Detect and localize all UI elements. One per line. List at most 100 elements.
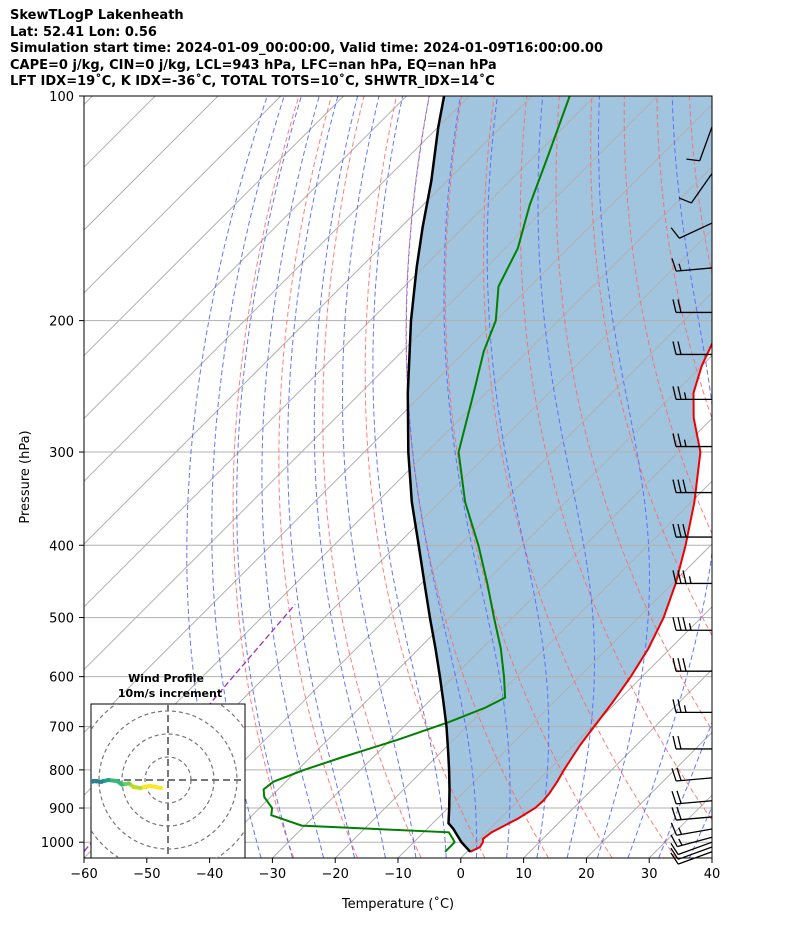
parcel-profile-line xyxy=(406,96,472,853)
wind-barb xyxy=(670,846,713,860)
hodograph-segment xyxy=(62,781,67,784)
isotherm-gridline xyxy=(84,96,470,482)
wind-barb xyxy=(670,834,713,848)
y-tick-label: 500 xyxy=(49,612,74,627)
moist-adiabat xyxy=(341,96,417,858)
wind-barb xyxy=(672,570,712,585)
dry-adiabat xyxy=(689,96,712,276)
hodograph-segment xyxy=(67,782,74,784)
wind-barb xyxy=(672,433,712,448)
isotherm-gridline xyxy=(84,96,658,671)
dry-adiabat xyxy=(232,96,300,858)
dry-adiabat xyxy=(555,96,712,732)
moist-adiabat xyxy=(537,96,595,858)
isotherm-gridline xyxy=(84,96,344,357)
dry-adiabat xyxy=(787,96,794,858)
y-tick-label: 700 xyxy=(49,721,74,736)
wind-barb xyxy=(672,617,712,631)
isotherm-gridline xyxy=(397,543,712,858)
hodograph-segment xyxy=(74,782,81,784)
isotherm-gridline xyxy=(460,606,712,858)
wind-barb xyxy=(670,841,713,856)
wind-barb xyxy=(671,767,713,782)
isotherm-gridline xyxy=(84,96,282,294)
isotherm-gridline xyxy=(523,668,712,858)
dewpoint-profile-line xyxy=(262,96,571,853)
x-tick-label: −50 xyxy=(133,867,160,882)
y-tick-label: 400 xyxy=(49,539,74,554)
x-tick-label: −40 xyxy=(196,867,223,882)
wind-barb xyxy=(670,822,713,836)
title-station: SkewTLogP Lakenheath xyxy=(10,8,184,23)
moist-adiabat xyxy=(751,96,794,858)
moist-adiabat xyxy=(236,96,302,858)
x-tick-label: 10 xyxy=(515,867,532,882)
dry-adiabat xyxy=(755,96,794,858)
wind-barb xyxy=(672,523,712,538)
moist-adiabat xyxy=(720,96,794,858)
dry-adiabat xyxy=(623,96,712,535)
isotherm-gridline xyxy=(84,96,407,420)
isotherm-gridline xyxy=(272,417,712,858)
isotherm-gridline xyxy=(84,96,596,608)
x-axis-label: Temperature (˚C) xyxy=(341,896,454,912)
dry-adiabat xyxy=(482,96,677,858)
wind-barb xyxy=(670,851,713,865)
moist-adiabat xyxy=(627,96,712,858)
isotherm-gridline xyxy=(84,96,219,231)
wind-barb xyxy=(678,173,713,204)
wind-barb xyxy=(672,341,712,356)
x-tick-label: −10 xyxy=(384,867,411,882)
dry-adiabat xyxy=(722,96,794,858)
isotherm-gridline xyxy=(84,96,93,106)
wind-barb xyxy=(671,790,713,805)
x-tick-label: −30 xyxy=(259,867,286,882)
moist-adiabat xyxy=(486,96,550,858)
title-location: Lat: 52.41 Lon: 0.56 xyxy=(10,24,157,40)
wind-barb xyxy=(672,699,712,714)
wind-barb xyxy=(672,386,712,401)
y-tick-label: 600 xyxy=(49,671,74,686)
title-indices-2: LFT IDX=19˚C, K IDX=-36˚C, TOTAL TOTS=10… xyxy=(10,74,495,89)
wind-barb xyxy=(672,299,712,314)
wind-barb xyxy=(672,658,712,672)
isotherm-gridline xyxy=(84,96,533,545)
isotherm-gridline xyxy=(146,292,712,858)
y-tick-label: 1000 xyxy=(41,836,74,851)
chart-title-block: SkewTLogP Lakenheath Lat: 52.41 Lon: 0.5… xyxy=(10,8,603,91)
dry-adiabat xyxy=(590,96,712,637)
x-tick-label: −20 xyxy=(321,867,348,882)
wind-barb xyxy=(672,735,712,750)
parcel-environment-shade xyxy=(407,96,712,852)
x-tick-label: 20 xyxy=(578,867,595,882)
temperature-profile-line xyxy=(469,341,712,853)
hodograph-segment xyxy=(91,779,97,784)
wind-barb xyxy=(686,126,713,162)
y-axis-label: Pressure (hPa) xyxy=(18,430,33,523)
wind-barb xyxy=(671,806,713,821)
isotherm-gridline xyxy=(334,480,712,858)
title-indices-1: CAPE=0 j/kg, CIN=0 j/kg, LCL=943 hPa, LF… xyxy=(10,57,497,73)
x-tick-label: 30 xyxy=(641,867,658,882)
moist-adiabat xyxy=(287,96,356,858)
title-times: Simulation start time: 2024-01-09_00:00:… xyxy=(10,41,603,56)
y-tick-label: 100 xyxy=(49,90,74,105)
isotherm-gridline xyxy=(711,857,712,858)
moist-adiabat xyxy=(372,96,447,858)
x-tick-label: 40 xyxy=(704,867,721,882)
moist-adiabat xyxy=(596,96,651,858)
wind-barb xyxy=(670,222,713,239)
hodograph-subtitle: 10m/s increment xyxy=(118,687,222,700)
y-tick-label: 800 xyxy=(49,764,74,779)
wind-barb xyxy=(672,479,712,494)
moist-adiabat xyxy=(313,96,386,858)
dry-adiabat xyxy=(519,96,712,821)
y-tick-label: 200 xyxy=(49,315,74,330)
y-tick-label: 300 xyxy=(49,446,74,461)
y-tick-label: 900 xyxy=(49,802,74,817)
hodograph-title: Wind Profile xyxy=(128,672,204,685)
wind-barb xyxy=(671,258,713,272)
x-tick-label: 0 xyxy=(457,867,465,882)
dry-adiabat xyxy=(322,96,422,858)
